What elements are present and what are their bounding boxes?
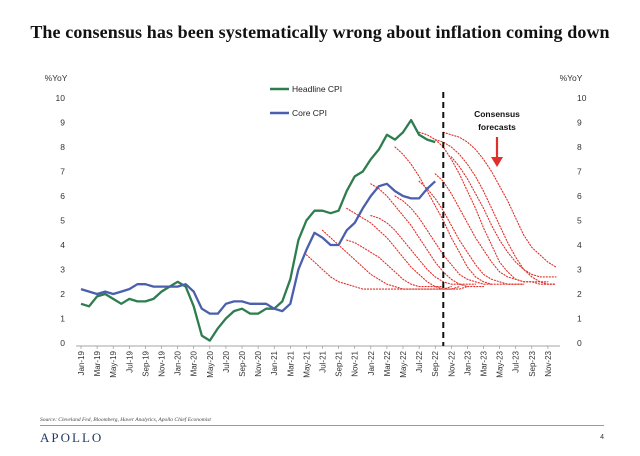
y-tick-right: 0: [577, 338, 582, 348]
x-tick-label: Mar-22: [383, 350, 392, 376]
y-axis-left: 0 1 2 3 4 5 6 7 8 9 10: [56, 93, 66, 348]
y-tick-right: 3: [577, 265, 582, 275]
annotation-line-2: forecasts: [478, 122, 516, 132]
y-tick-right: 1: [577, 314, 582, 324]
forecast-line: [450, 156, 557, 278]
legend-core-label: Core CPI: [292, 108, 327, 118]
forecast-line: [442, 131, 557, 268]
x-tick-label: Nov-22: [447, 350, 456, 376]
y-tick-left: 5: [60, 216, 65, 226]
x-tick-label: Sep-21: [335, 350, 344, 376]
x-tick-label: Jul-20: [222, 350, 231, 372]
forecast-line: [305, 254, 452, 290]
x-tick-label: Jan-19: [77, 350, 86, 375]
x-tick-label: Jul-21: [319, 350, 328, 372]
annotation-arrow-head: [491, 157, 503, 167]
x-tick-label: May-21: [302, 350, 311, 377]
x-tick-label: Jan-22: [367, 350, 376, 375]
x-tick-label: Nov-21: [351, 350, 360, 376]
annotation-line-1: Consensus: [474, 109, 520, 119]
forecast-line: [370, 215, 477, 285]
forecast-line: [418, 180, 525, 285]
y-tick-right: 2: [577, 289, 582, 299]
forecast-line: [321, 229, 460, 290]
x-tick-label: Nov-19: [158, 350, 167, 376]
x-tick-label: Mar-23: [480, 350, 489, 376]
x-tick-label: Sep-20: [238, 350, 247, 376]
core-cpi-line: [80, 180, 436, 315]
consensus-annotation: Consensus forecasts: [474, 109, 520, 167]
x-tick-label: Jan-20: [174, 350, 183, 375]
x-tick-label: May-19: [109, 350, 118, 377]
forecast-line: [434, 173, 549, 283]
legend: Headline CPI Core CPI: [270, 84, 342, 118]
x-tick-label: May-20: [206, 350, 215, 377]
y-tick-left: 1: [60, 314, 65, 324]
x-tick-label: Jan-21: [270, 350, 279, 375]
x-tick-label: Sep-22: [431, 350, 440, 376]
forecast-line: [394, 195, 493, 285]
y-tick-right: 9: [577, 118, 582, 128]
x-tick-label: Nov-23: [544, 350, 553, 376]
x-axis-ticks: Jan-19 Mar-19 May-19 Jul-19 Sep-19 Nov-19 Jan-…: [77, 346, 553, 378]
y-tick-left: 8: [60, 142, 65, 152]
x-tick-label: Nov-20: [254, 350, 263, 376]
y-tick-left: 9: [60, 118, 65, 128]
forecast-line: [394, 146, 525, 285]
y-tick-left: 3: [60, 265, 65, 275]
x-tick-label: Mar-20: [190, 350, 199, 376]
x-tick-label: Mar-19: [93, 350, 102, 376]
forecast-line: [346, 239, 444, 288]
actual-lines: [80, 118, 436, 342]
y-tick-left: 0: [60, 338, 65, 348]
x-tick-label: Jul-22: [415, 350, 424, 372]
slide-title: The consensus has been systematically wr…: [30, 22, 610, 42]
y-axis-right: 0 1 2 3 4 5 6 7 8 9 10: [577, 93, 587, 348]
x-tick-label: Jul-19: [125, 350, 134, 372]
y-tick-right: 6: [577, 191, 582, 201]
page-number: 4: [600, 434, 604, 441]
y-tick-right: 5: [577, 216, 582, 226]
legend-headline-label: Headline CPI: [292, 84, 342, 94]
chart: 0 1 2 3 4 5 6 7 8 9 10 0 1 2 3 4 5 6 7 8 9 10 %YoY %YoY Jan-…: [45, 73, 587, 378]
x-tick-label: Sep-19: [141, 350, 150, 376]
forecast-line: [434, 139, 557, 285]
brand-logo: APOLLO: [40, 430, 104, 445]
source-note: Source: Cleveland Fed, Bloomberg, Haver …: [40, 417, 211, 423]
x-tick-label: May-23: [496, 350, 505, 377]
x-tick-label: May-22: [399, 350, 408, 377]
y-axis-label-left: %YoY: [45, 73, 68, 83]
forecast-line: [346, 207, 468, 290]
y-tick-left: 7: [60, 167, 65, 177]
y-tick-left: 10: [56, 93, 66, 103]
x-tick-label: Jan-23: [463, 350, 472, 375]
forecast-lines: [305, 131, 557, 290]
x-tick-label: Mar-21: [286, 350, 295, 376]
y-tick-right: 4: [577, 240, 582, 250]
x-tick-label: Jul-23: [512, 350, 521, 372]
forecast-line: [370, 183, 485, 288]
y-axis-label-right: %YoY: [560, 73, 583, 83]
y-tick-right: 7: [577, 167, 582, 177]
forecast-line: [418, 131, 557, 285]
y-tick-left: 4: [60, 240, 65, 250]
footer-rule: [40, 425, 604, 426]
y-tick-left: 6: [60, 191, 65, 201]
x-tick-label: Sep-23: [528, 350, 537, 376]
y-tick-right: 10: [577, 93, 587, 103]
y-tick-right: 8: [577, 142, 582, 152]
headline-cpi-line: [80, 118, 436, 342]
y-tick-left: 2: [60, 289, 65, 299]
